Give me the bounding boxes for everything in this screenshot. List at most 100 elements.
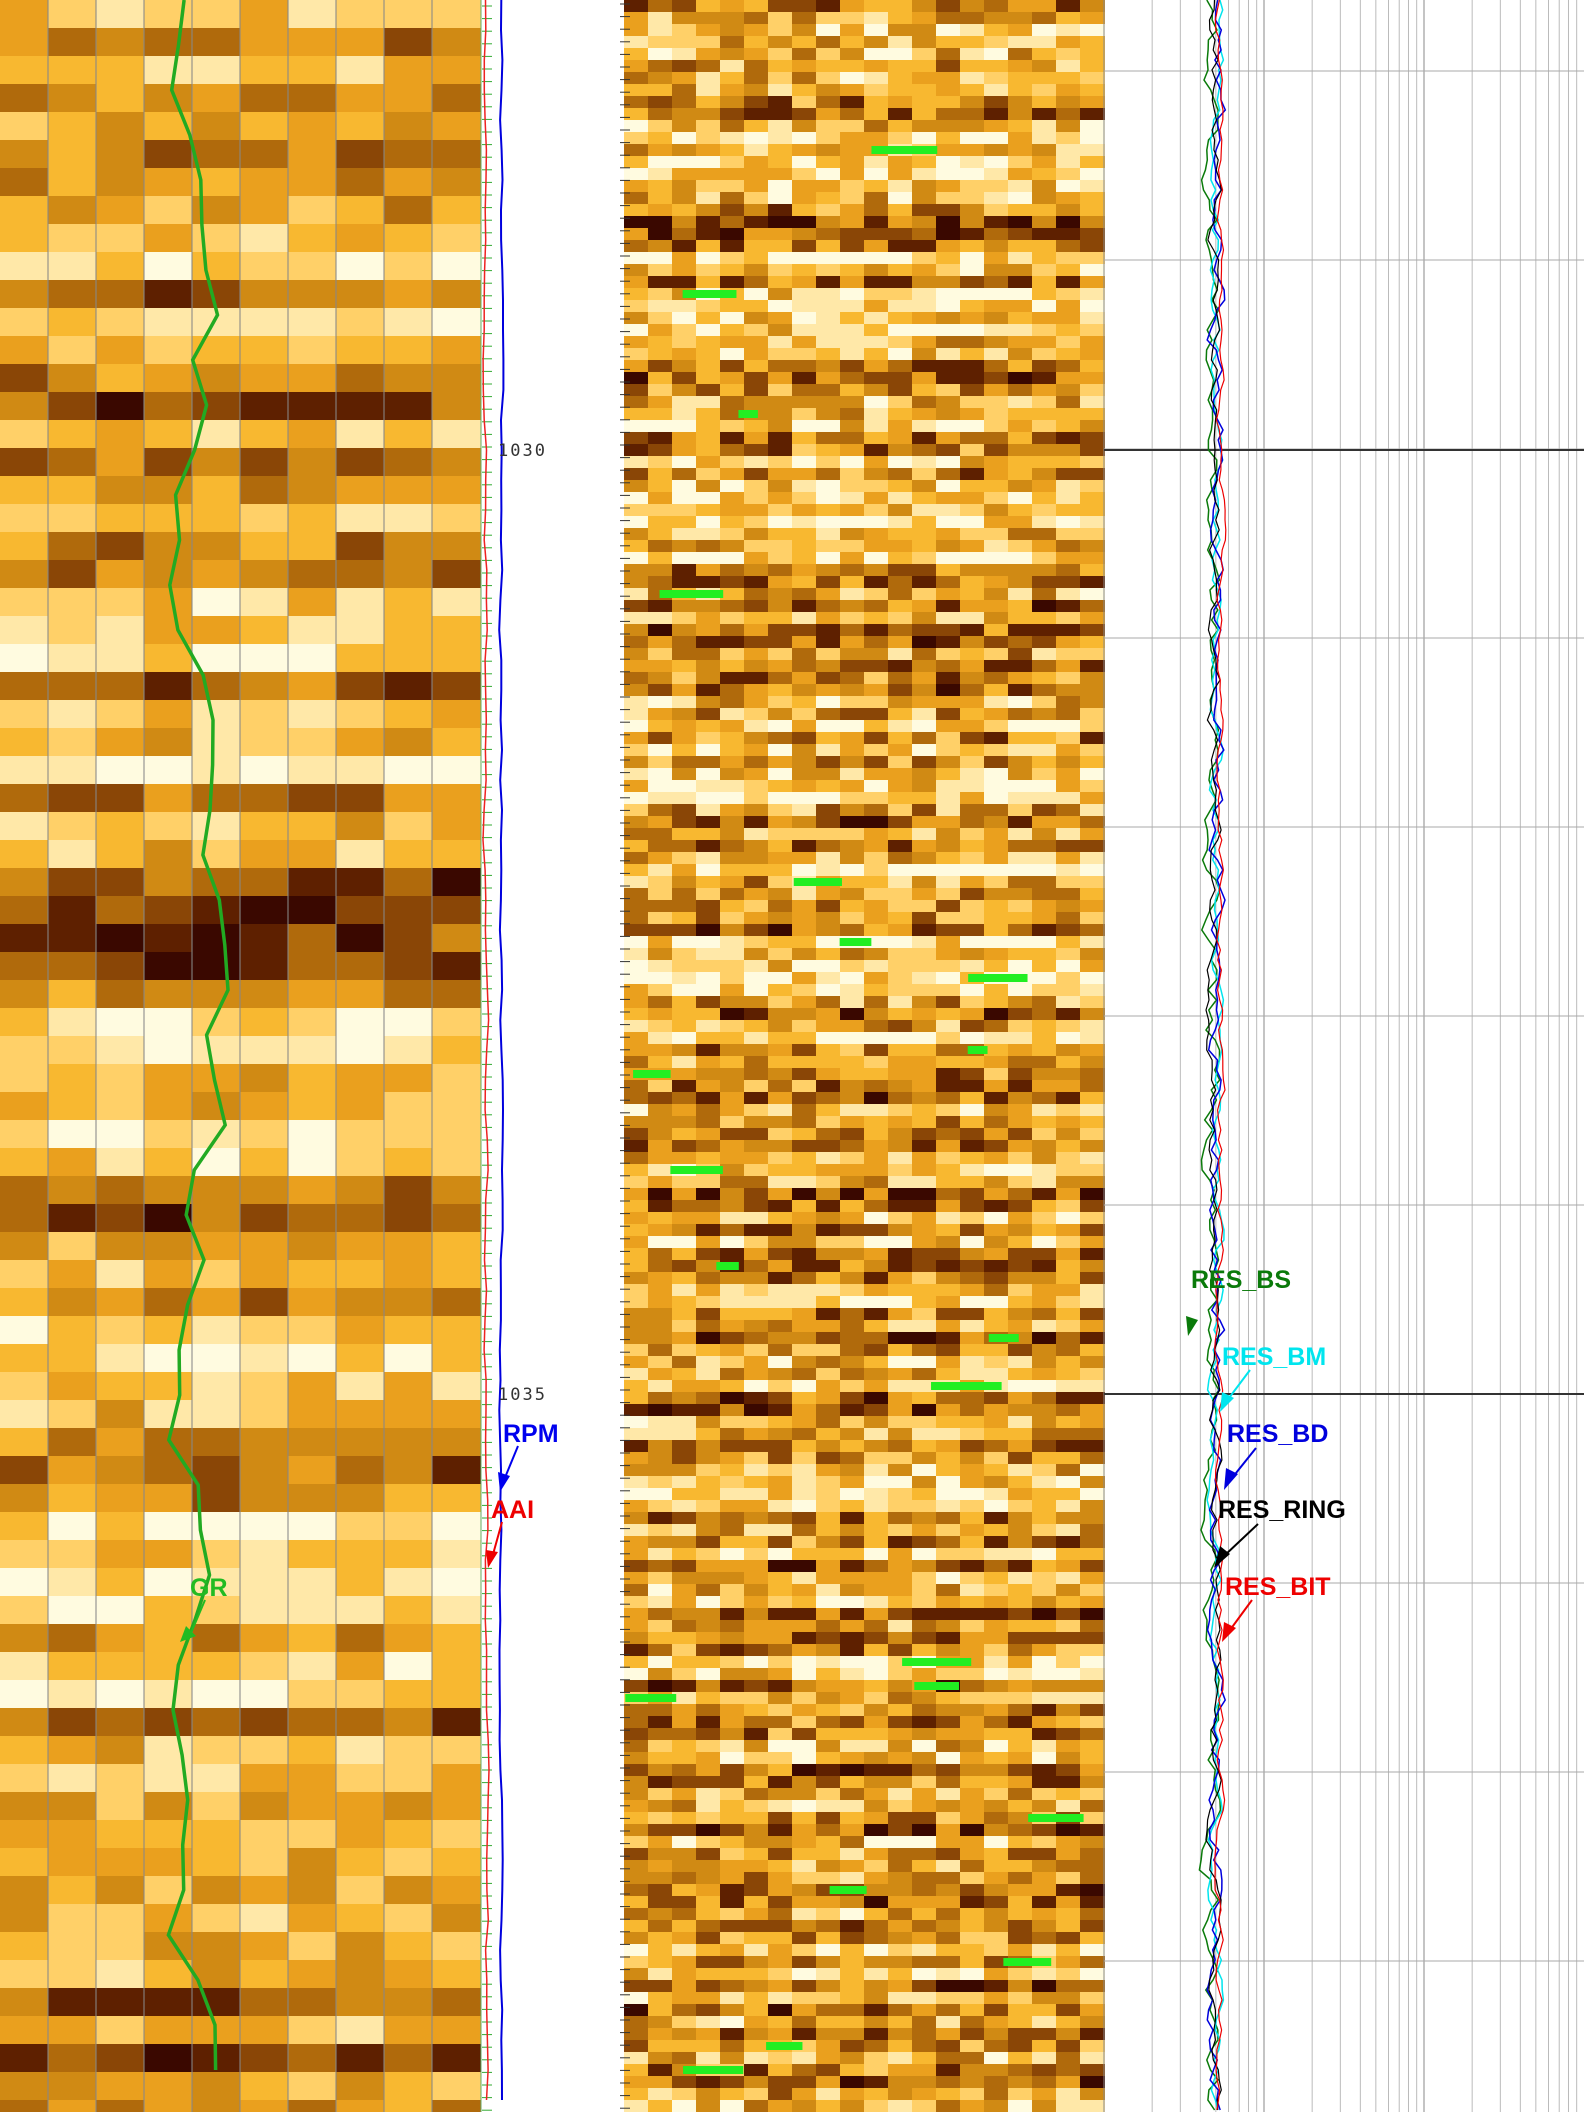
- image-cell: [1032, 24, 1057, 37]
- image-cell: [1008, 780, 1033, 793]
- image-cell: [744, 1620, 769, 1633]
- image-cell: [888, 1812, 913, 1825]
- image-cell: [48, 1120, 97, 1149]
- image-cell: [48, 532, 97, 561]
- image-cell: [48, 812, 97, 841]
- image-cell: [240, 672, 289, 701]
- image-cell: [792, 24, 817, 37]
- image-cell: [936, 348, 961, 361]
- image-cell: [384, 1484, 433, 1513]
- image-cell: [792, 36, 817, 49]
- image-cell: [384, 1120, 433, 1149]
- image-cell: [144, 1484, 193, 1513]
- image-cell: [96, 1120, 145, 1149]
- image-cell: [672, 852, 697, 865]
- image-cell: [936, 300, 961, 313]
- image-cell: [384, 1400, 433, 1429]
- image-cell: [768, 852, 793, 865]
- image-cell: [384, 364, 433, 393]
- image-cell: [984, 216, 1009, 229]
- image-cell: [960, 1236, 985, 1249]
- image-cell: [624, 228, 649, 241]
- image-cell: [144, 28, 193, 57]
- image-cell: [192, 336, 241, 365]
- image-cell: [192, 1372, 241, 1401]
- image-cell: [888, 1632, 913, 1645]
- image-cell: [720, 588, 745, 601]
- image-cell: [696, 1716, 721, 1729]
- image-cell: [624, 1236, 649, 1249]
- image-cell: [816, 1368, 841, 1381]
- image-cell: [1008, 348, 1033, 361]
- image-cell: [96, 812, 145, 841]
- image-cell: [240, 476, 289, 505]
- image-cell: [792, 2028, 817, 2041]
- image-cell: [1080, 1320, 1105, 1333]
- image-cell: [288, 1904, 337, 1933]
- image-cell: [792, 120, 817, 133]
- image-cell: [888, 156, 913, 169]
- image-cell: [1056, 1272, 1081, 1285]
- image-cell: [336, 616, 385, 645]
- image-cell: [696, 516, 721, 529]
- image-cell: [696, 1452, 721, 1465]
- image-cell: [912, 1536, 937, 1549]
- image-cell: [1080, 1644, 1105, 1657]
- image-cell: [1008, 276, 1033, 289]
- image-cell: [744, 1200, 769, 1213]
- image-cell: [768, 912, 793, 925]
- image-cell: [1032, 912, 1057, 925]
- image-cell: [936, 840, 961, 853]
- image-cell: [816, 1452, 841, 1465]
- image-cell: [984, 1500, 1009, 1513]
- image-cell: [384, 1764, 433, 1793]
- image-cell: [984, 852, 1009, 865]
- image-cell: [624, 792, 649, 805]
- image-cell: [792, 312, 817, 325]
- image-cell: [720, 276, 745, 289]
- image-cell: [48, 1764, 97, 1793]
- image-cell: [1056, 408, 1081, 421]
- image-cell: [840, 1860, 865, 1873]
- image-cell: [912, 96, 937, 109]
- image-cell: [1008, 480, 1033, 493]
- image-cell: [984, 1764, 1009, 1777]
- image-cell: [792, 1068, 817, 1081]
- image-cell: [768, 360, 793, 373]
- image-cell: [432, 1456, 481, 1485]
- image-cell: [648, 1008, 673, 1021]
- image-cell: [960, 900, 985, 913]
- image-cell: [1080, 192, 1105, 205]
- image-cell: [624, 336, 649, 349]
- image-cell: [1032, 792, 1057, 805]
- image-cell: [672, 648, 697, 661]
- image-cell: [984, 168, 1009, 181]
- image-cell: [288, 1148, 337, 1177]
- image-cell: [624, 1380, 649, 1393]
- image-cell: [288, 448, 337, 477]
- image-cell: [624, 348, 649, 361]
- image-cell: [744, 780, 769, 793]
- image-cell: [864, 1368, 889, 1381]
- image-cell: [1032, 1836, 1057, 1849]
- image-cell: [48, 1232, 97, 1261]
- image-cell: [816, 1956, 841, 1969]
- image-cell: [48, 1148, 97, 1177]
- image-cell: [192, 560, 241, 589]
- image-cell: [1008, 1320, 1033, 1333]
- image-cell: [192, 2100, 241, 2112]
- image-gap: [766, 2042, 803, 2050]
- image-cell: [960, 2016, 985, 2029]
- image-cell: [624, 1848, 649, 1861]
- image-cell: [672, 1464, 697, 1477]
- image-cell: [912, 456, 937, 469]
- image-cell: [192, 588, 241, 617]
- image-cell: [912, 432, 937, 445]
- image-cell: [912, 1248, 937, 1261]
- image-cell: [192, 252, 241, 281]
- image-cell: [648, 1524, 673, 1537]
- image-cell: [384, 308, 433, 337]
- image-cell: [744, 1020, 769, 1033]
- image-cell: [1032, 1704, 1057, 1717]
- image-cell: [648, 1548, 673, 1561]
